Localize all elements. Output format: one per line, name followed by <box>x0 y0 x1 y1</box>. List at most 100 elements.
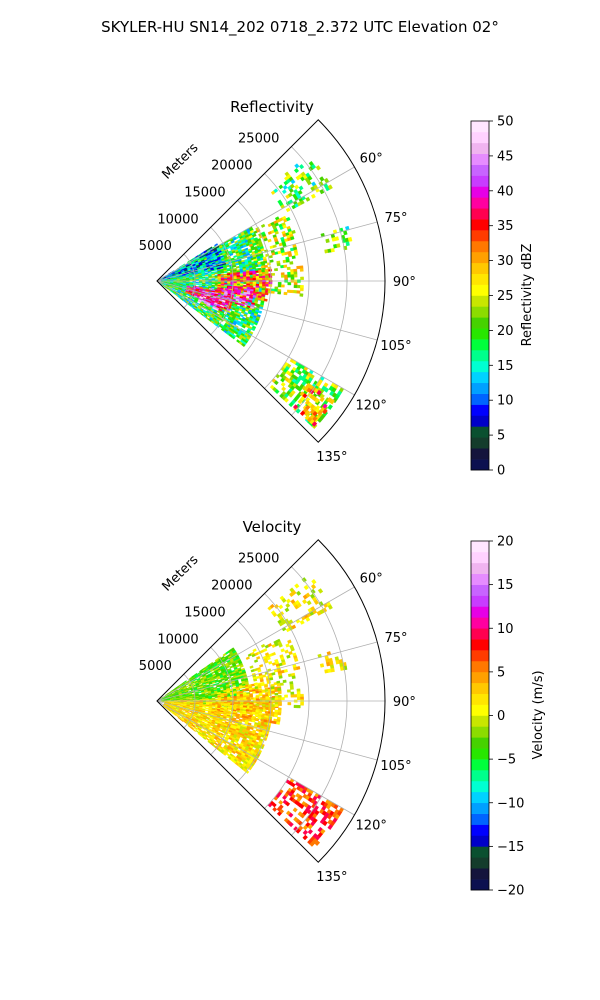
reflectivity-gate <box>211 286 215 289</box>
reflectivity-gate <box>226 269 231 272</box>
reflectivity-colorbar-swatch <box>471 459 489 471</box>
reflectivity-gate <box>284 277 288 281</box>
reflectivity-colorbar-swatch <box>471 404 489 416</box>
reflectivity-gate <box>227 287 232 290</box>
reflectivity-gate <box>205 284 209 286</box>
reflectivity-colorbar-swatch <box>471 306 489 318</box>
reflectivity-gate <box>233 290 238 294</box>
reflectivity-gate <box>290 271 295 275</box>
reflectivity-gate <box>300 276 304 280</box>
reflectivity-gate <box>255 277 260 281</box>
reflectivity-gate <box>257 261 262 265</box>
reflectivity-gate <box>294 252 299 256</box>
reflectivity-colorbar-swatch <box>471 371 489 384</box>
reflectivity-gate <box>252 276 257 279</box>
reflectivity-gate <box>254 264 259 268</box>
reflectivity-gate <box>182 282 187 284</box>
reflectivity-colorbar-swatch <box>471 273 489 285</box>
reflectivity-gate <box>249 281 254 284</box>
reflectivity-gate <box>298 164 305 170</box>
reflectivity-gate <box>211 282 216 285</box>
reflectivity-gate <box>345 241 350 247</box>
reflectivity-gate <box>275 373 281 379</box>
reflectivity-gate <box>277 284 282 288</box>
velocity-gate <box>173 701 178 703</box>
reflectivity-gate <box>249 290 254 294</box>
reflectivity-gate <box>233 276 238 280</box>
reflectivity-colorbar-swatch <box>471 142 489 155</box>
reflectivity-gate <box>259 277 263 281</box>
reflectivity-gate <box>305 196 311 202</box>
reflectivity-gate <box>285 259 290 263</box>
reflectivity-colorbar-swatch <box>471 415 489 427</box>
reflectivity-gate <box>261 269 266 273</box>
reflectivity-gate <box>173 279 177 281</box>
reflectivity-gate <box>261 293 266 297</box>
reflectivity-gate <box>291 229 296 235</box>
reflectivity-gate <box>293 282 298 286</box>
reflectivity-gate <box>179 279 184 281</box>
reflectivity-gate <box>261 289 266 293</box>
reflectivity-gate <box>299 265 304 269</box>
velocity-gate <box>220 695 225 698</box>
reflectivity-azimuth-tick-label: 105° <box>380 339 411 354</box>
reflectivity-gate <box>198 282 203 284</box>
velocity-gate <box>211 705 216 708</box>
reflectivity-gate <box>290 276 295 280</box>
reflectivity-gate <box>220 285 225 288</box>
reflectivity-colorbar-swatch <box>471 284 489 296</box>
velocity-gate <box>216 692 221 695</box>
reflectivity-gate <box>294 184 300 190</box>
reflectivity-gate <box>195 282 200 284</box>
reflectivity-gate <box>284 274 288 278</box>
reflectivity-gate <box>250 327 256 332</box>
reflectivity-gate <box>220 273 225 276</box>
reflectivity-colorbar-swatch <box>471 197 489 209</box>
reflectivity-colorbar-swatch <box>471 131 489 144</box>
reflectivity-azimuth-tick-label: 60° <box>360 151 383 166</box>
reflectivity-colorbar-swatch <box>471 437 489 449</box>
reflectivity-gate <box>277 288 282 293</box>
reflectivity-gate <box>249 272 253 276</box>
reflectivity-gate <box>265 277 269 281</box>
reflectivity-gate <box>286 289 291 293</box>
reflectivity-colorbar-tick-label: 35 <box>497 219 514 234</box>
reflectivity-gate <box>173 281 177 283</box>
reflectivity-gate <box>263 260 268 264</box>
velocity-gate <box>189 699 194 701</box>
reflectivity-gate <box>265 283 270 287</box>
reflectivity-colorbar-swatch <box>471 393 489 405</box>
reflectivity-gate <box>236 281 241 284</box>
reflectivity-gate <box>293 168 300 174</box>
reflectivity-gate <box>290 269 295 273</box>
reflectivity-range-tick-label: 25000 <box>238 132 279 147</box>
reflectivity-range-tick-label: 15000 <box>184 185 225 200</box>
reflectivity-colorbar-swatch <box>471 426 489 438</box>
reflectivity-grid <box>156 119 386 443</box>
figure-title: SKYLER-HU SN14_202 0718_2.372 UTC Elevat… <box>101 18 499 37</box>
reflectivity-range-tick-label: 20000 <box>211 159 252 174</box>
reflectivity-gate <box>227 278 231 281</box>
reflectivity-gate <box>201 276 206 279</box>
reflectivity-colorbar-tick-label: 20 <box>497 324 514 339</box>
reflectivity-gate <box>277 291 282 295</box>
reflectivity-gate <box>290 274 295 278</box>
reflectivity-gate <box>198 277 203 280</box>
reflectivity-gate <box>293 274 298 278</box>
reflectivity-colorbar-swatch <box>471 382 489 394</box>
reflectivity-gate <box>224 288 229 291</box>
reflectivity-gate <box>270 290 275 294</box>
reflectivity-range-tick-label: 10000 <box>157 212 198 227</box>
reflectivity-colorbar-swatch <box>471 328 489 340</box>
velocity-gate <box>216 708 221 711</box>
reflectivity-gate <box>264 271 269 275</box>
velocity-gate <box>189 704 194 706</box>
reflectivity-gate <box>201 274 206 277</box>
reflectivity-colorbar-tick-label: 50 <box>497 115 514 130</box>
reflectivity-gate <box>293 284 298 289</box>
reflectivity-gate <box>255 275 260 279</box>
reflectivity-gate <box>282 184 288 190</box>
reflectivity-gate <box>211 273 216 276</box>
reflectivity-gate <box>296 284 301 289</box>
reflectivity-gate <box>287 274 292 278</box>
